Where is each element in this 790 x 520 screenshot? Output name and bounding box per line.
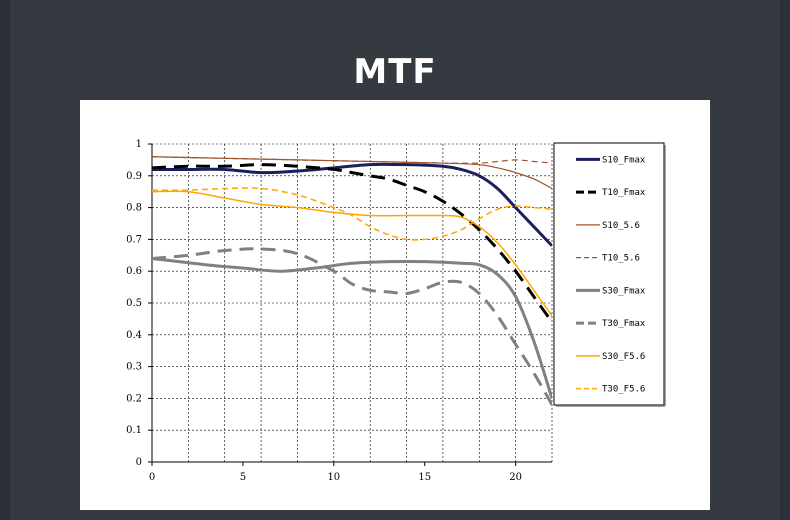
legend-label: S10_Fmax <box>602 155 646 165</box>
x-tick-label: 15 <box>418 472 431 483</box>
y-tick-label: 1 <box>136 139 142 150</box>
y-tick-label: 0.1 <box>126 425 142 436</box>
y-tick-label: 0.7 <box>126 234 142 245</box>
series-line-s30-f5-6 <box>152 190 552 317</box>
y-tick-label: 0.9 <box>126 171 142 182</box>
y-tick-label: 0.2 <box>126 393 142 404</box>
legend-label: S10_5.6 <box>602 221 640 231</box>
y-tick-label: 0.3 <box>126 362 142 373</box>
series-line-t30-f5-6 <box>152 187 552 241</box>
series-line-s30-fmax <box>152 256 552 399</box>
y-tick-label: 0.4 <box>126 330 142 341</box>
x-tick-label: 10 <box>327 472 340 483</box>
y-tick-label: 0 <box>136 457 142 468</box>
y-tick-label: 0.8 <box>126 203 142 214</box>
series-line-t10-fmax <box>152 163 552 323</box>
x-tick-label: 5 <box>240 472 246 483</box>
legend-label: S30_Fmax <box>602 286 646 296</box>
chart-card: 0 0.1 0.2 0.3 0.4 0.5 0.6 0.7 0.8 0.9 1 0 5 10 15 20 S10… <box>80 100 710 510</box>
page-title: MTF <box>353 52 437 92</box>
legend-box <box>553 142 665 406</box>
mtf-chart: 00.10.20.30.40.50.60.70.80.910 5 10 15 20S10… <box>126 139 666 483</box>
x-tick-label: 20 <box>509 472 522 483</box>
legend-label: T10_5.6 <box>602 254 640 264</box>
legend-label: T30_F5.6 <box>602 385 645 395</box>
legend-label: T30_Fmax <box>602 319 646 329</box>
series-line-t10-5-6 <box>152 156 552 164</box>
y-tick-label: 0.6 <box>126 266 142 277</box>
y-tick-label: 0.5 <box>126 298 142 309</box>
legend-label: T10_Fmax <box>602 188 646 198</box>
x-tick-label: 0 <box>149 472 155 483</box>
series-line-s10-fmax <box>152 162 552 247</box>
legend-label: S30_F5.6 <box>602 352 645 362</box>
series-line-t30-fmax <box>152 247 552 406</box>
